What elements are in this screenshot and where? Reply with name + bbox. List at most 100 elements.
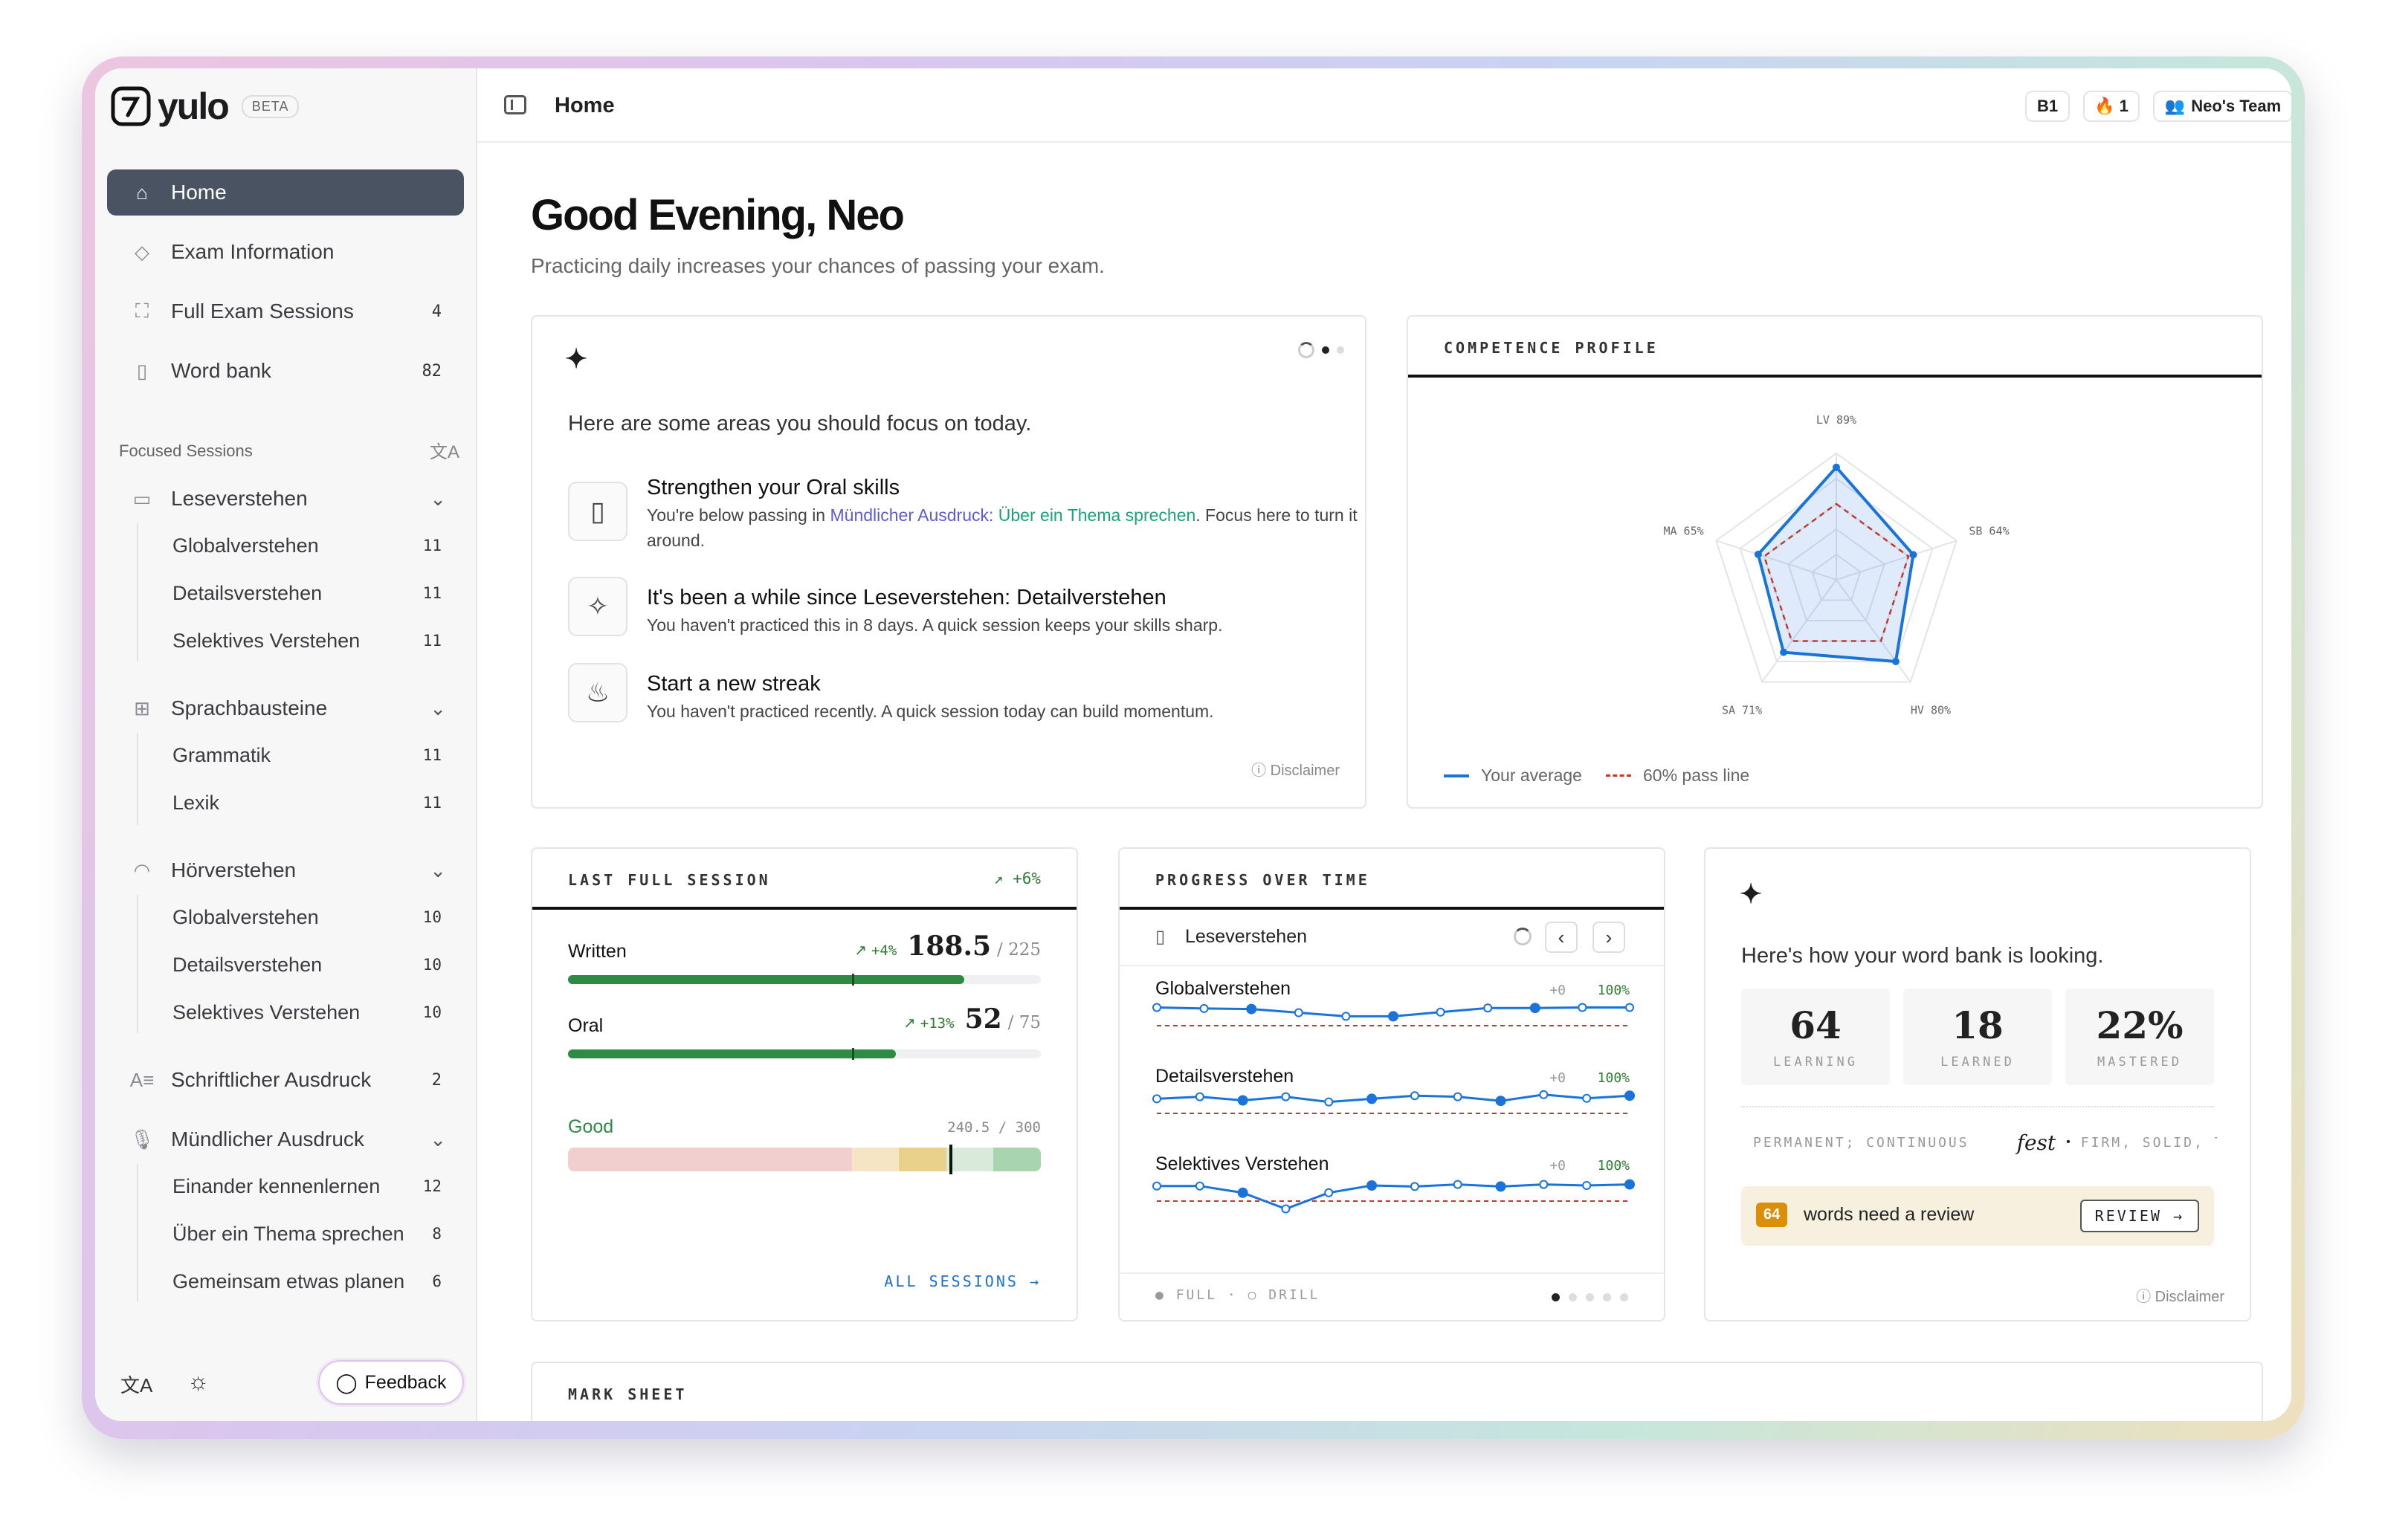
sidebar-item-word-bank[interactable]: ▯ Word bank 82 (107, 348, 464, 394)
translate-icon[interactable]: 文A (430, 442, 460, 462)
sidebar-item-full-exam-sessions[interactable]: ⛶ Full Exam Sessions 4 (107, 288, 464, 334)
sidebar-subitem-label: Grammatik (172, 743, 271, 766)
streak-badge[interactable]: 🔥 1 (2083, 91, 2140, 122)
brand-logo[interactable]: yulo BETA (110, 85, 300, 128)
carousel-dot-active[interactable] (1322, 346, 1329, 354)
sidebar-subitem-gemeinsam-etwas-planen[interactable]: Gemeinsam etwas planen 6 (153, 1261, 464, 1302)
pager-dot[interactable] (1603, 1293, 1611, 1301)
word-example-row[interactable]: PERMANENT; CONTINUOUS fest • FIRM, SOLID… (1741, 1124, 2217, 1161)
disclaimer-link[interactable]: ⓘ Disclaimer (2136, 1284, 2224, 1306)
chevron-down-icon[interactable]: ⌄ (430, 696, 446, 719)
count-badge: 11 (422, 584, 442, 602)
sidebar-item-home[interactable]: ⌂ Home (107, 169, 464, 216)
language-icon[interactable]: 文A (120, 1374, 153, 1397)
chevron-down-icon[interactable]: ⌄ (430, 487, 446, 510)
section-divider (1120, 965, 1664, 966)
sparkline-point (1152, 1094, 1161, 1104)
count-badge: 10 (422, 956, 442, 974)
legend-separator: · ○ (1227, 1287, 1269, 1303)
sidebar-subitem-selektives-verstehen[interactable]: Selektives Verstehen 11 (153, 620, 464, 661)
count-badge: 82 (422, 361, 442, 381)
next-section-button[interactable]: › (1592, 922, 1625, 953)
pager-dot[interactable] (1569, 1293, 1577, 1301)
sidebar-subitem-detailsverstehen[interactable]: Detailsverstehen 11 (153, 572, 464, 614)
subtree-line (137, 895, 138, 1033)
oral-score-max: / 75 (1007, 1013, 1041, 1032)
feedback-button[interactable]: ◯ Feedback (318, 1360, 464, 1405)
sidebar-group-sprachbausteine[interactable]: ⊞ Sprachbausteine ⌄ (107, 685, 464, 731)
competence-profile-card: COMPETENCE PROFILE LV 89% SB 64% HV 80% SA … (1407, 315, 2263, 809)
arrow-right-icon: → (2161, 1207, 2184, 1225)
chart-legend: Your average 60% pass line (1444, 766, 1749, 786)
flame-icon: 🔥 (2094, 97, 2115, 115)
disclaimer-label: Disclaimer (2155, 1289, 2224, 1305)
sidebar-subitem-selektives-verstehen[interactable]: Selektives Verstehen 10 (153, 991, 464, 1033)
legend-swatch-average (1444, 774, 1469, 777)
pager-dot-active[interactable] (1552, 1293, 1560, 1301)
focus-card: ✦ Here are some areas you should focus o… (531, 315, 1366, 809)
level-badge[interactable]: B1 (2025, 91, 2070, 122)
sidebar-subitem-globalverstehen[interactable]: Globalverstehen 10 (153, 896, 464, 938)
subtree-line (137, 523, 138, 661)
carousel-indicator[interactable] (1298, 342, 1344, 358)
sidebar-subitem-label: Globalverstehen (172, 905, 319, 928)
theme-toggle-sun-icon[interactable]: ☼ (187, 1368, 210, 1394)
focus-item-title[interactable]: Strengthen your Oral skills (647, 476, 900, 499)
sidebar-subitem-label: Selektives Verstehen (172, 629, 361, 652)
sidebar-item-label: Mündlicher Ausdruck (171, 1128, 364, 1151)
book-icon: ▭ (132, 487, 152, 510)
pager-dot[interactable] (1586, 1293, 1594, 1301)
sidebar-subitem-label: Selektives Verstehen (172, 1000, 361, 1023)
focus-link-subskill[interactable]: Über ein Thema sprechen (998, 505, 1196, 525)
sparkline-point (1366, 1093, 1378, 1104)
oral-label: Oral (568, 1015, 604, 1036)
section-heading: PROGRESS OVER TIME (1155, 871, 1370, 889)
focus-desc-text: You're below passing in (647, 505, 830, 525)
sidebar-subitem-lexik[interactable]: Lexik 11 (153, 782, 464, 824)
count-badge: 10 (422, 908, 442, 926)
chevron-down-icon[interactable]: ⌄ (430, 1128, 446, 1151)
all-sessions-link[interactable]: ALL SESSIONS → (884, 1272, 1041, 1290)
sparkline-point (1436, 1007, 1445, 1017)
sidebar-item-label: Hörverstehen (171, 858, 297, 881)
team-selector[interactable]: 👥 Neo's Team (2153, 91, 2291, 122)
sparkline-point (1341, 1012, 1351, 1021)
sidebar-subitem-einander-kennenlernen[interactable]: Einander kennenlernen 12 (153, 1165, 464, 1207)
greeting-subtitle: Practicing daily increases your chances … (531, 254, 1105, 277)
focus-item-title[interactable]: Start a new streak (647, 672, 821, 696)
scan-icon: ⛶ (135, 300, 149, 322)
sidebar-toggle-icon[interactable] (504, 95, 526, 114)
progress-over-time-card: PROGRESS OVER TIME ▯ Leseverstehen ‹ › G… (1118, 847, 1665, 1321)
carousel-dot[interactable] (1337, 346, 1344, 354)
sparkline-point (1152, 1181, 1161, 1191)
sidebar-group-schriftlicher-ausdruck[interactable]: A≡ Schriftlicher Ausdruck 2 (107, 1057, 464, 1103)
pager-dots[interactable] (1552, 1293, 1628, 1301)
sidebar-subitem-detailsverstehen[interactable]: Detailsverstehen 10 (153, 944, 464, 986)
legend-full-label: FULL (1175, 1287, 1218, 1303)
count-badge: 11 (422, 746, 442, 764)
review-button[interactable]: REVIEW → (2079, 1200, 2199, 1232)
sidebar-item-label: Full Exam Sessions (171, 300, 354, 323)
chevron-down-icon[interactable]: ⌄ (430, 858, 446, 881)
sidebar-subitem-globalverstehen[interactable]: Globalverstehen 11 (153, 525, 464, 566)
sidebar-group-horverstehen[interactable]: ◠ Hörverstehen ⌄ (107, 847, 464, 893)
sidebar-item-exam-information[interactable]: ◇ Exam Information (107, 229, 464, 275)
radar-grid-ring (1715, 452, 1958, 683)
overall-score: 240.5 / 300 (947, 1119, 1041, 1136)
prev-section-button[interactable]: ‹ (1545, 922, 1578, 953)
disclaimer-link[interactable]: ⓘ Disclaimer (1251, 758, 1340, 780)
focus-link-skill[interactable]: Mündlicher Ausdruck: (830, 505, 998, 525)
sidebar-group-mundlicher-ausdruck[interactable]: 🎙 Mündlicher Ausdruck ⌄ (107, 1116, 464, 1162)
count-badge: 11 (422, 632, 442, 650)
sparkline-point (1410, 1182, 1419, 1191)
sidebar-subitem-uber-ein-thema-sprechen[interactable]: Über ein Thema sprechen 8 (153, 1213, 464, 1255)
focus-item-title[interactable]: It's been a while since Leseverstehen: D… (647, 586, 1166, 609)
sparkline-point (1529, 1003, 1540, 1014)
review-count-badge: 64 (1756, 1203, 1788, 1227)
sidebar-group-leseverstehen[interactable]: ▭ Leseverstehen ⌄ (107, 476, 464, 522)
sparkline-point (1152, 1003, 1161, 1012)
pager-dot[interactable] (1620, 1293, 1628, 1301)
sidebar-subitem-grammatik[interactable]: Grammatik 11 (153, 734, 464, 776)
oral-progress-track (568, 1048, 1041, 1060)
feedback-label: Feedback (364, 1371, 447, 1393)
